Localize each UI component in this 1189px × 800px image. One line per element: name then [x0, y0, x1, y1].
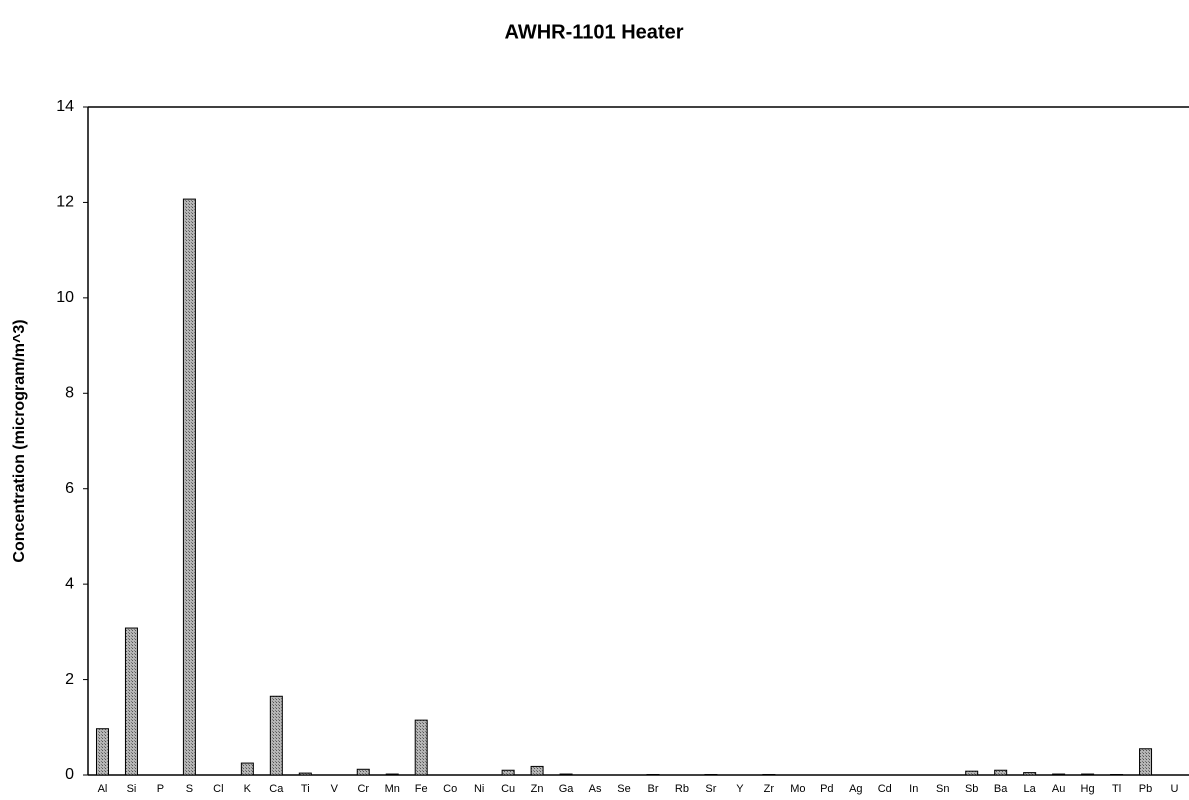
x-tick-label: Ni: [474, 783, 484, 795]
x-tick-label: Pd: [820, 783, 833, 795]
bar: [124, 627, 138, 776]
x-tick-label: Ga: [559, 783, 575, 795]
y-tick-label: 0: [65, 766, 74, 783]
y-tick-label: 2: [65, 671, 74, 688]
x-tick-label: K: [244, 783, 252, 795]
bar: [1081, 773, 1095, 776]
x-tick-label: Ba: [994, 783, 1008, 795]
x-tick-label: Ag: [849, 783, 862, 795]
x-tick-label: Zr: [764, 783, 775, 795]
bar: [356, 768, 370, 776]
x-tick-label: Sn: [936, 783, 949, 795]
y-axis-label: Concentration (microgram/m^3): [11, 319, 28, 562]
bar: [1023, 772, 1037, 776]
x-tick-label: Tl: [1112, 783, 1121, 795]
bar: [559, 773, 573, 776]
x-tick-label: Cr: [357, 783, 369, 795]
x-tick-label: P: [157, 783, 164, 795]
bar: [414, 719, 428, 776]
bar: [1139, 748, 1153, 776]
x-tick-label: Sb: [965, 783, 978, 795]
x-tick-label: Co: [443, 783, 457, 795]
x-tick-label: As: [589, 783, 602, 795]
y-tick-label: 8: [65, 385, 74, 402]
x-tick-label: Mn: [385, 783, 400, 795]
x-tick-label: Se: [617, 783, 630, 795]
x-tick-label: Ca: [269, 783, 284, 795]
bar: [240, 762, 254, 776]
bar: [530, 765, 544, 776]
bar: [298, 772, 312, 776]
x-tick-label: S: [186, 783, 193, 795]
y-tick-label: 14: [56, 98, 74, 115]
x-tick-label: Cl: [213, 783, 223, 795]
x-tick-label: Br: [647, 783, 658, 795]
x-tick-label: La: [1024, 783, 1037, 795]
x-tick-label: Cu: [501, 783, 515, 795]
y-tick-label: 4: [65, 575, 74, 592]
x-tick-label: U: [1171, 783, 1179, 795]
x-tick-label: V: [331, 783, 339, 795]
x-tick-label: Mo: [790, 783, 805, 795]
x-tick-label: Rb: [675, 783, 689, 795]
y-tick-label: 12: [56, 194, 74, 211]
x-tick-label: Al: [98, 783, 108, 795]
x-tick-label: Ti: [301, 783, 310, 795]
bar: [269, 695, 283, 776]
x-tick-label: Y: [736, 783, 744, 795]
y-tick-label: 10: [56, 289, 74, 306]
x-tick-label: Cd: [878, 783, 892, 795]
bar: [994, 769, 1008, 776]
x-tick-label: Zn: [531, 783, 544, 795]
bar: [182, 198, 196, 776]
bar: [501, 769, 515, 776]
x-tick-label: Sr: [705, 783, 716, 795]
bar: [1052, 773, 1066, 776]
bar: [965, 770, 979, 776]
chart-title: AWHR-1101 Heater: [505, 21, 684, 43]
x-tick-label: Si: [127, 783, 137, 795]
x-tick-label: Fe: [415, 783, 428, 795]
bar: [385, 773, 399, 776]
x-tick-label: Hg: [1081, 783, 1095, 795]
x-tick-label: Pb: [1139, 783, 1152, 795]
x-tick-label: In: [909, 783, 918, 795]
x-tick-label: Au: [1052, 783, 1065, 795]
y-tick-label: 6: [65, 480, 74, 497]
bar: [95, 728, 109, 776]
